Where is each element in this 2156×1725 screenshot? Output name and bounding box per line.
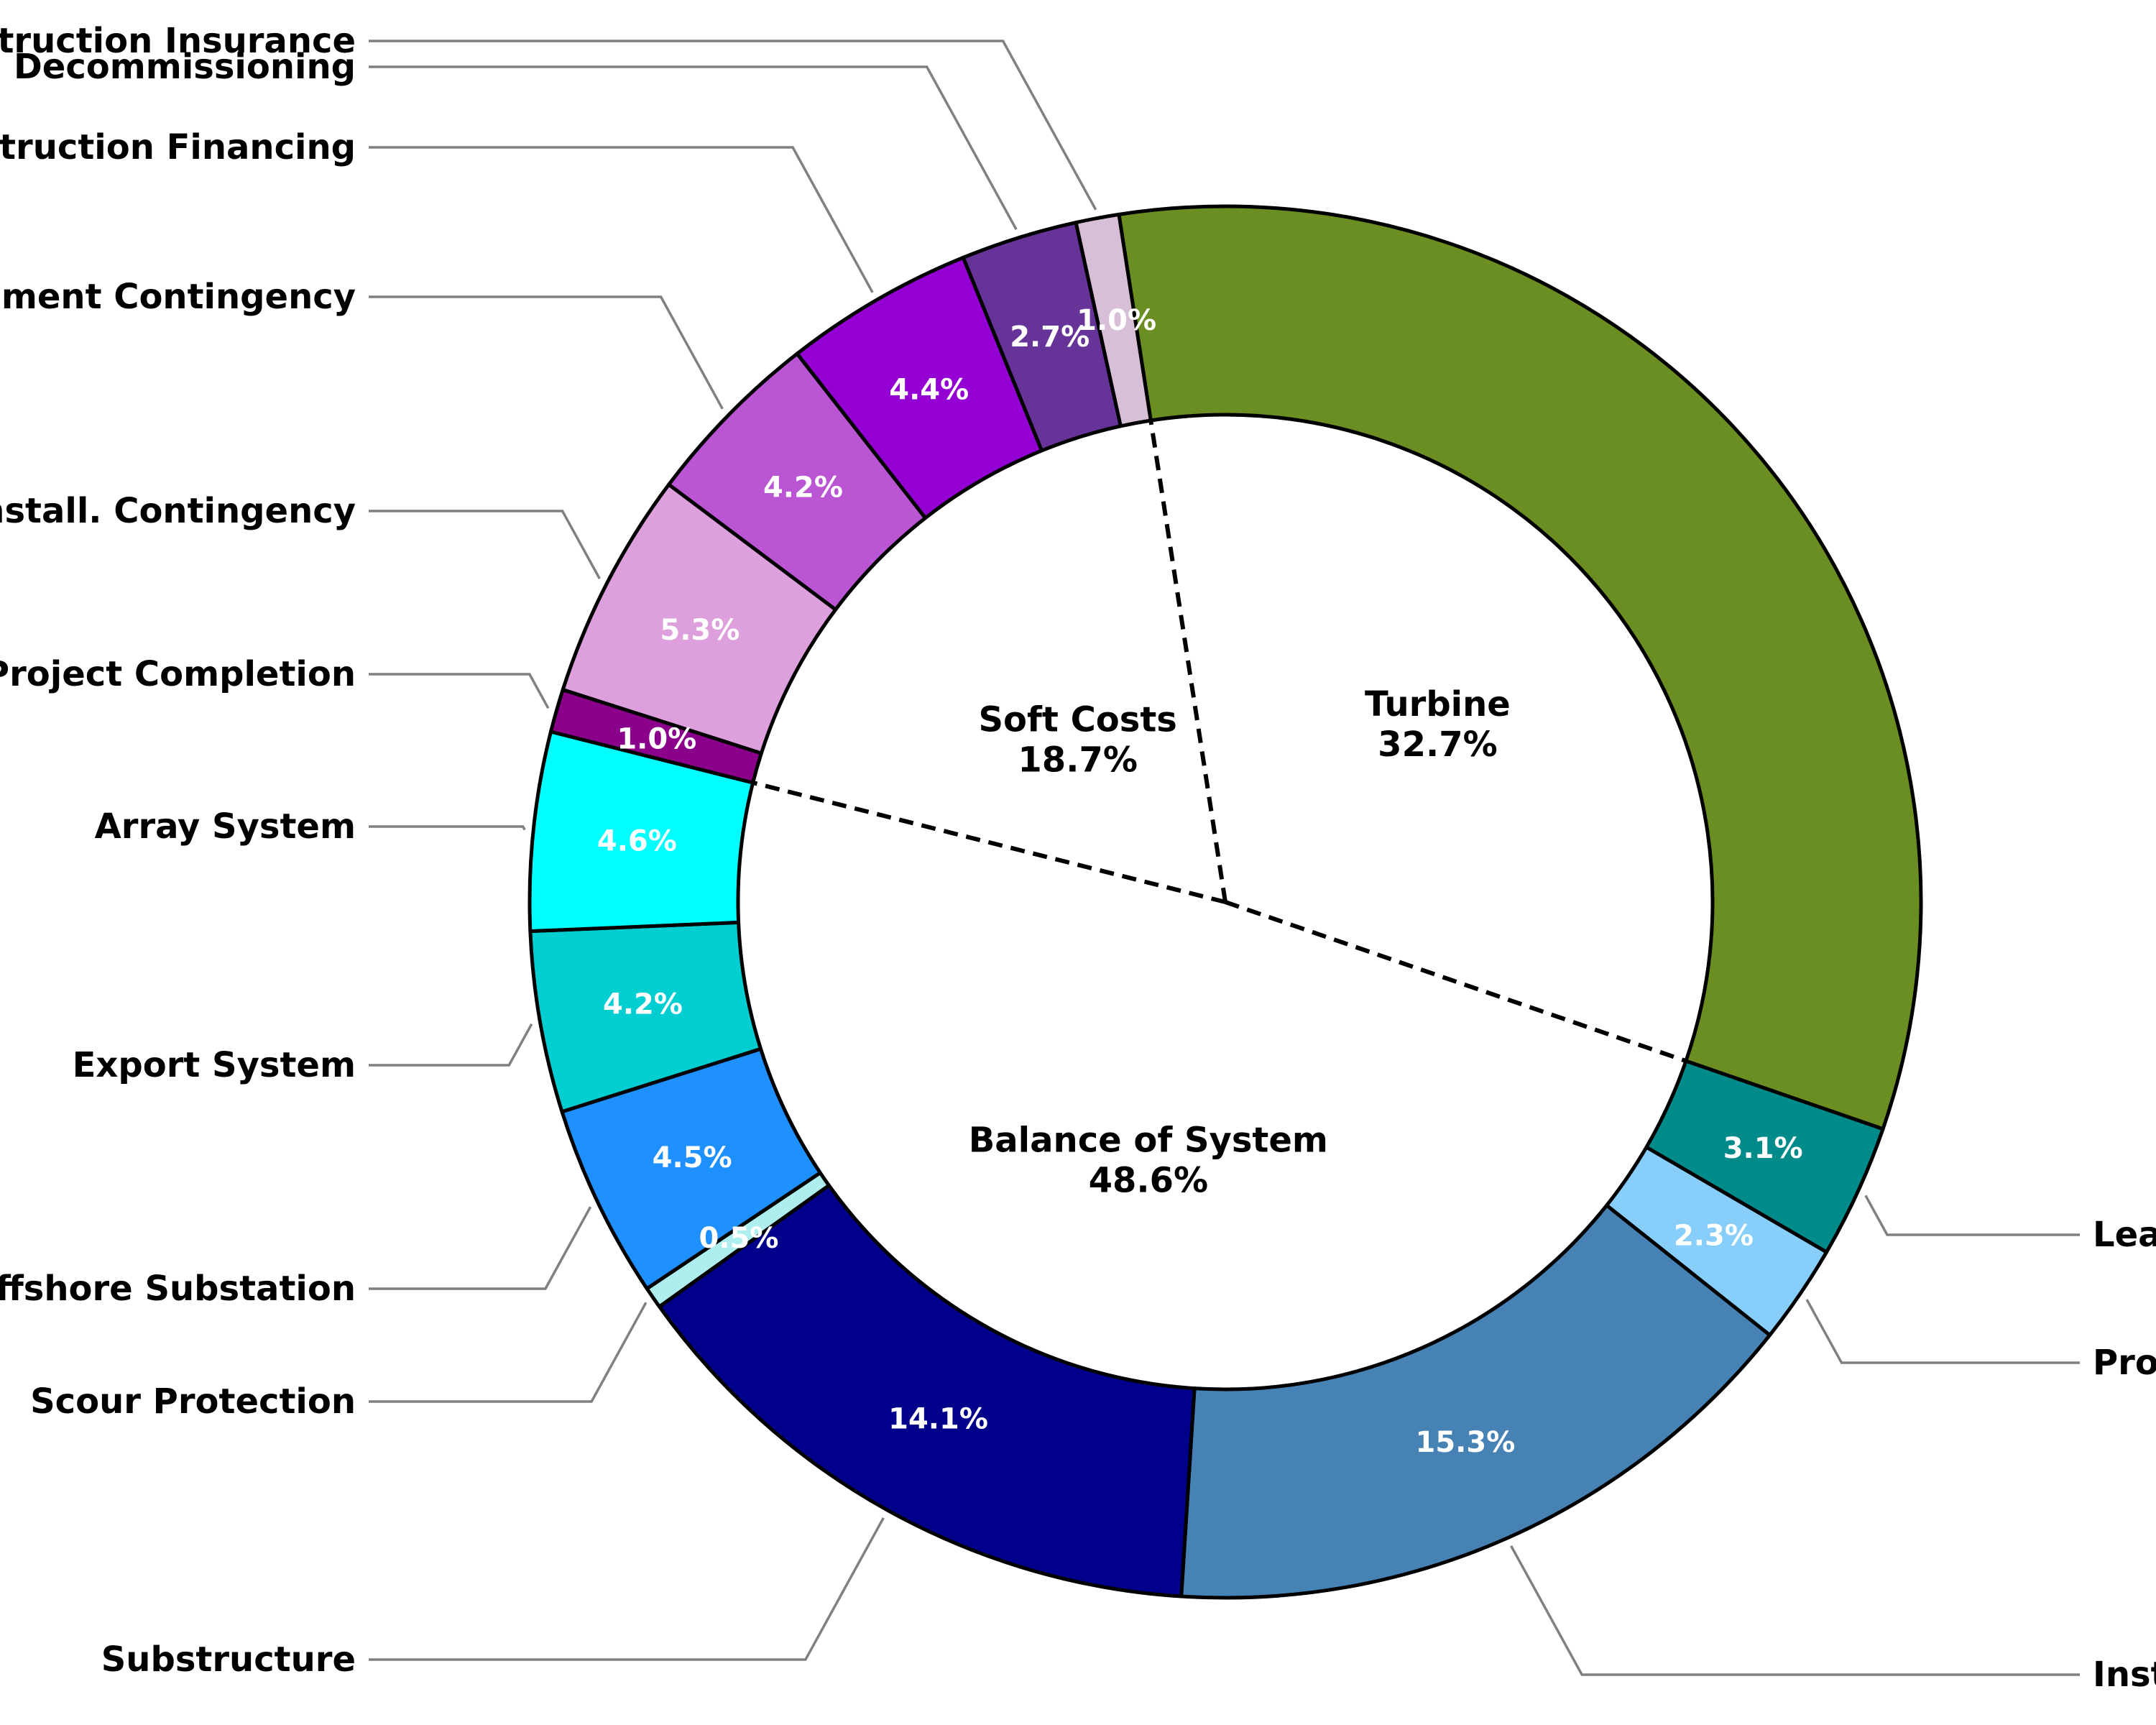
leader-line-offshore-substation [369, 1206, 592, 1290]
name-label-install-contingency: Install. Contingency [0, 491, 356, 531]
pct-label-decommissioning: 2.7% [1010, 321, 1089, 354]
leader-lines [369, 40, 2080, 1676]
pct-label-install-contingency: 5.3% [660, 614, 740, 647]
name-label-construction-insurance: Construction Insurance [0, 21, 356, 61]
category-dividers [752, 420, 1687, 1063]
leader-line-scour-protection [369, 1302, 648, 1403]
leader-line-project-completion [369, 673, 550, 709]
leader-line-array-system [369, 825, 526, 831]
name-label-construction-financing: Construction Financing [0, 127, 356, 167]
category-pct-turbine: 32.7% [1378, 724, 1498, 765]
name-label-offshore-substation: Offshore Substation [0, 1269, 356, 1309]
leader-line-lease-area-costs [1864, 1195, 2080, 1236]
category-pct-balance-of-system: 48.6% [1089, 1160, 1209, 1200]
name-label-export-system: Export System [73, 1045, 356, 1085]
name-label-lease-area-costs: Lease Area Costs [2093, 1215, 2156, 1255]
pct-label-array-system: 4.6% [597, 825, 677, 858]
name-label-substructure: Substructure [101, 1639, 356, 1680]
pct-label-scour-protection: 0.5% [699, 1222, 779, 1255]
pct-label-offshore-substation: 4.5% [653, 1141, 732, 1174]
segment-turbine [1117, 204, 1923, 1131]
name-label-procurement-contingency: Procurement Contingency [0, 277, 356, 317]
pct-label-substructure: 14.1% [888, 1403, 988, 1436]
leader-line-construction-financing [369, 146, 874, 293]
name-label-decommissioning: Decommissioning [14, 47, 356, 87]
segment-percent-labels: 3.1% 2.3% 15.3% 14.1% 0.5% 4.5% 4.2% 4.6% 1.0% 5.… [597, 304, 1803, 1459]
pct-label-export-system: 4.2% [603, 988, 683, 1021]
leader-line-substructure [369, 1517, 885, 1661]
name-label-scour-protection: Scour Protection [30, 1381, 356, 1422]
donut-segments [528, 204, 1923, 1600]
segment-substructure [657, 1183, 1197, 1598]
leader-line-project-development [1805, 1299, 2080, 1364]
pct-label-construction-insurance: 1.0% [1077, 304, 1156, 337]
name-label-installation: Installation [2093, 1655, 2156, 1695]
category-pct-soft-costs: 18.7% [1018, 740, 1138, 780]
name-label-array-system: Array System [95, 806, 356, 847]
divider-bos-soft [752, 781, 1226, 904]
pct-label-project-completion: 1.0% [617, 722, 696, 755]
leader-line-install-contingency [369, 510, 601, 579]
name-label-project-development: Project Development [2093, 1343, 2156, 1383]
leader-line-decommissioning [369, 65, 1018, 231]
category-name-balance-of-system: Balance of System [969, 1120, 1328, 1160]
category-name-soft-costs: Soft Costs [978, 699, 1176, 740]
pct-label-installation: 15.3% [1416, 1426, 1516, 1459]
segment-installation [1179, 1203, 1772, 1600]
divider-turbine-bos [1225, 900, 1687, 1063]
pct-label-lease-area-costs: 3.1% [1723, 1132, 1803, 1165]
leader-line-construction-insurance [369, 40, 1097, 211]
leader-line-procurement-contingency [369, 295, 724, 410]
pct-label-procurement-contingency: 4.2% [763, 472, 843, 505]
category-name-turbine: Turbine [1365, 684, 1511, 724]
divider-soft-turbine [1148, 420, 1227, 903]
leader-line-export-system [369, 1023, 533, 1067]
pct-label-construction-financing: 4.4% [889, 374, 969, 407]
leader-line-installation [1510, 1545, 2080, 1676]
pct-label-project-development: 2.3% [1674, 1219, 1754, 1252]
name-label-project-completion: Project Completion [0, 654, 356, 694]
